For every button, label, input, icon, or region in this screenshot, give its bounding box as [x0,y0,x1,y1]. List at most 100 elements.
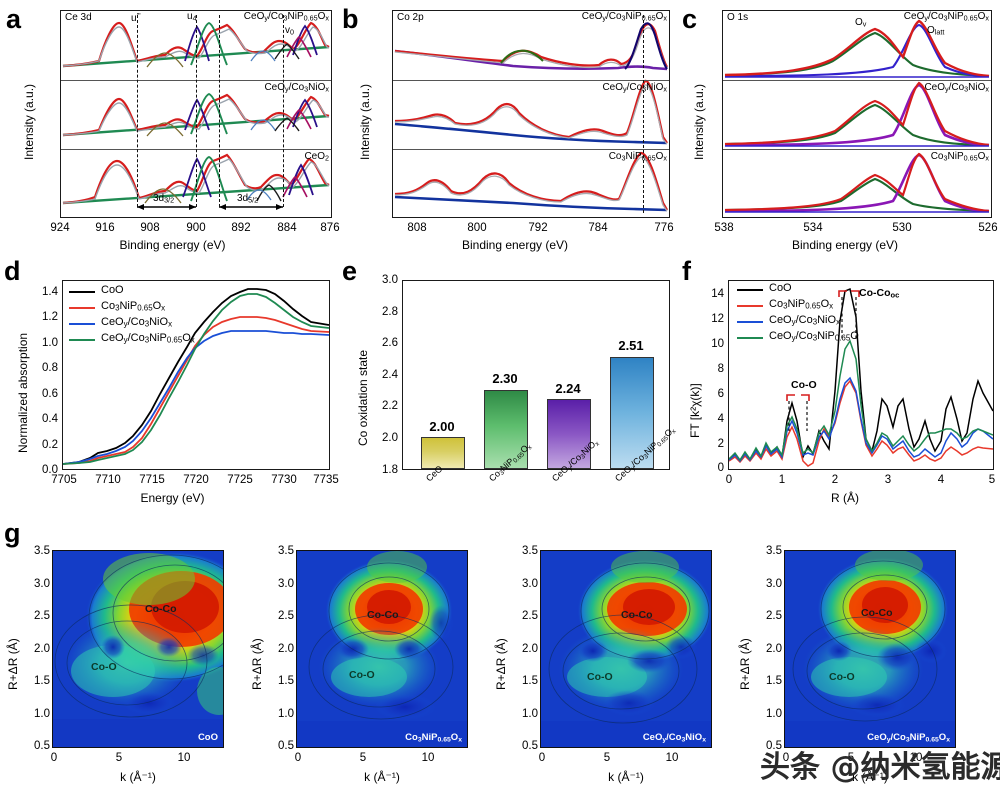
panel-b-stack-title-2: CeOy/Co3NiOx [602,82,667,94]
panel-c-divider-2 [723,149,991,150]
wt-map-name-2: CeOy/Co3NiOx [642,731,706,744]
panel-c-spectra [724,19,990,213]
panel-f-ylabel: FT [k²χ(k)] [688,383,702,438]
wt-xlabel-2: k (Å⁻¹) [608,770,644,784]
panel-e: e 2.00 2.30 2.24 2.51 1.8 2.0 2.2 2.4 2.… [342,256,678,484]
panel-d-label: d [4,256,21,286]
panel-d-legend-label-0: CoO [101,284,124,296]
wt-xlabel-0: k (Å⁻¹) [120,770,156,784]
wt-label-coco-3: Co-Co [861,607,893,619]
panel-f-curves [729,287,993,467]
panel-a-ann-3d52: 3d5/2 [237,193,259,205]
panel-g: g [0,520,1000,792]
panel-b-stack-title-1: CeOy/Co3NiP0.65Ox [581,11,667,23]
panel-d-curves [63,288,329,465]
panel-b-divider-1 [393,80,669,81]
panel-a-guide-3 [219,15,220,207]
panel-c-ann-ov: Ov [855,17,867,29]
panel-d-axes: CoO Co3NiP0.65Ox CeOy/Co3NiOx CeOy/Co3Ni… [62,280,330,470]
panel-b-label: b [342,4,359,34]
panel-c-label: c [682,4,698,34]
bar-coo [421,437,465,469]
wt-label-coco-0: Co-Co [145,603,177,615]
panel-d-legend-label-2: CeOy/Co3NiOx [101,316,173,329]
panel-b-divider-2 [393,149,669,150]
wt-map-ceoy-co3nip: Co-Co Co-O CeOy/Co3NiP0.65Ox [784,550,956,748]
panel-f-label: f [682,256,691,286]
panel-e-label: e [342,256,358,286]
panel-d: d CoO Co3NiP0.65Ox CeOy/Co3NiOx Ce [0,258,340,520]
panel-a-ann-u3: u''' [131,11,141,24]
bar-ceoy-co3nip [610,356,654,469]
panel-d-ylabel: Normalized absorption [16,332,30,453]
panel-a-corner-label: Ce 3d [65,12,92,23]
panel-b-axes: Co 2p CeOy/Co3NiP0.65Ox CeOy/Co3NiOx Co3… [392,10,670,218]
panel-e-axes [402,280,670,470]
wt-map-coo: Co-Co Co-O CoO [52,550,224,748]
wt-ylabel-2: R+ΔR (Å) [494,638,508,690]
panel-a-xlabel: Binding energy (eV) [119,238,226,252]
panel-f-axes: CoO Co3NiP0.65Ox CeOy/Co3NiOx CeOy/Co3Ni… [728,280,994,470]
bar-co3nip [484,389,528,469]
panel-d-legend-label-3: CeOy/Co3NiP0.65Ox [101,332,195,345]
panel-c-stack-title-2: CeOy/Co3NiOx [924,82,989,94]
panel-a-stack-title-1: CeOy/Co3NiP0.65Ox [243,11,329,23]
bar-value-3: 2.51 [618,338,644,353]
bar-ceoy-co3nio [547,399,591,469]
panel-c: c O 1s Ov Olat [680,0,1000,258]
panel-b-xlabel: Binding energy (eV) [461,238,569,252]
wt-map-co3nip: Co-Co Co-O Co3NiP0.65Ox [296,550,468,748]
panel-a-label: a [6,4,22,34]
bar-value-0: 2.00 [429,419,455,434]
panel-d-xlabel: Energy (eV) [140,491,205,505]
panel-e-ylabel: Co oxidation state [356,349,370,446]
panel-a-stack-title-2: CeOy/Co3NiOx [264,82,329,94]
panel-c-xlabel: Binding energy (eV) [791,238,899,252]
panel-c-ylabel: Intensity (a.u.) [692,83,706,160]
panel-c-ann-olatt: Olatt [927,25,945,37]
wt-label-coo-2: Co-O [587,671,613,683]
wt-map-name-0: CoO [197,732,218,743]
panel-a: a [0,0,340,258]
panel-a-guide-4 [283,15,284,207]
watermark: 头条 @纳米氢能源 [760,750,1000,785]
panel-f-ann-coo: Co-O [791,379,817,391]
panel-b-spectra [394,22,668,212]
wt-map-name-1: Co3NiP0.65Ox [405,731,462,744]
panel-c-divider-1 [723,80,991,81]
panel-d-legend-label-1: Co3NiP0.65Ox [101,300,166,313]
panel-b: b Co 2p CeOy/Co3NiP0.6 [340,0,680,258]
bar-value-2: 2.24 [555,381,581,396]
panel-f-legend-label-0: CoO [769,282,792,294]
panel-g-label: g [4,518,21,548]
panel-b-guide [643,15,644,213]
panel-a-guide-1 [137,15,138,207]
panel-b-corner-label: Co 2p [397,12,424,23]
bar-value-1: 2.30 [492,371,518,386]
wt-label-coo-0: Co-O [91,661,117,673]
panel-c-axes: O 1s Ov Olatt CeOy/Co3NiP0.65Ox CeOy/Co3… [722,10,992,218]
panel-a-stack-title-3: CeO2 [304,151,329,163]
panel-c-stack-title-1: CeOy/Co3NiP0.65Ox [903,11,989,23]
panel-b-stack-title-3: Co3NiP0.65Ox [608,151,667,163]
panel-a-guide-2 [196,15,197,207]
wt-ylabel-1: R+ΔR (Å) [250,638,264,690]
wt-ylabel-0: R+ΔR (Å) [6,638,20,690]
panel-f-legend-label-2: CeOy/Co3NiOx [769,314,841,327]
wt-xlabel-3: k (Å⁻¹) [852,770,888,784]
wt-label-coco-1: Co-Co [367,609,399,621]
panel-c-corner-label: O 1s [727,12,749,23]
panel-f: f [680,258,1000,520]
panel-a-ann-u4: u4 [187,11,197,23]
wt-map-name-3: CeOy/Co3NiP0.65Ox [867,731,950,744]
wt-map-ceoy-co3nio: Co-Co Co-O CeOy/Co3NiOx [540,550,712,748]
wt-xlabel-1: k (Å⁻¹) [364,770,400,784]
panel-f-legend-label-1: Co3NiP0.65Ox [769,298,834,311]
panel-f-legend-label-3: CeOy/Co3NiP0.65O [769,330,859,343]
panel-a-axes: Ce 3d u''' u4 v0 CeOy/Co3NiP0.65Ox CeOy/… [60,10,332,218]
panel-a-ann-v0: v0 [285,25,294,37]
wt-label-coo-3: Co-O [829,671,855,683]
wt-label-coo-1: Co-O [349,669,375,681]
wt-ylabel-3: R+ΔR (Å) [738,638,752,690]
